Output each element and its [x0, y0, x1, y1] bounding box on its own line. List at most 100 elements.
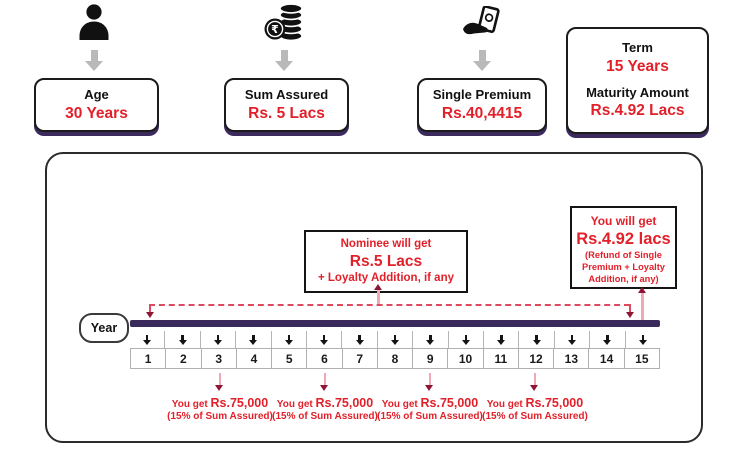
term-value: 15 Years [606, 57, 669, 75]
single-premium-value: Rs.40,4415 [441, 104, 523, 122]
age-label: Age [84, 86, 109, 102]
year-pill: Year [79, 313, 129, 343]
nominee-line3: + Loyalty Addition, if any [318, 272, 454, 285]
up-arrowhead-icon [373, 284, 382, 290]
dashed-span-line [149, 304, 630, 306]
dashed-drop-right [629, 304, 631, 313]
year-tick-cell [378, 331, 414, 348]
maturity-connector-line [641, 293, 644, 321]
year-tick-cell [272, 331, 308, 348]
tick-down-arrow-icon [461, 334, 470, 345]
nominee-line2: Rs.5 Lacs [349, 252, 423, 270]
year-cell: 5 [271, 348, 308, 369]
year-cell: 10 [447, 348, 484, 369]
down-arrow-icon [85, 50, 103, 71]
tick-down-arrow-icon [320, 334, 329, 345]
sum-assured-value: Rs. 5 Lacs [248, 104, 325, 122]
tick-down-arrow-icon [355, 334, 364, 345]
tick-down-arrow-icon [532, 334, 541, 345]
year-cell: 7 [341, 348, 378, 369]
payout-prefix: You get [381, 399, 418, 410]
year-cell: 1 [130, 348, 167, 369]
tick-down-arrow-icon [178, 334, 187, 345]
year-cell: 9 [412, 348, 449, 369]
payout-year-3: You get Rs.75,000 (15% of Sum Assured) [145, 373, 295, 424]
payout-amount: Rs.75,000 [420, 396, 479, 410]
maturity-line3: (Refund of Single Premium + Loyalty Addi… [582, 250, 665, 284]
payout-year-6: You get Rs.75,000 (15% of Sum Assured) [250, 373, 400, 424]
year-cell: 6 [306, 348, 343, 369]
year-cell: 4 [235, 348, 273, 369]
payout-note: (15% of Sum Assured) [482, 411, 588, 423]
year-tick-cell [519, 331, 555, 348]
term-maturity-card: Term 15 Years Maturity Amount Rs.4.92 La… [566, 27, 709, 134]
hand-money-icon [460, 6, 502, 44]
year-cell: 12 [517, 348, 555, 369]
down-arrow-icon [473, 50, 491, 71]
year-tick-cell [165, 331, 201, 348]
payout-amount: Rs.75,000 [315, 396, 374, 410]
dashed-drop-left [149, 304, 151, 313]
tick-down-arrow-icon [426, 334, 435, 345]
year-cell: 3 [200, 348, 237, 369]
maturity-line2: Rs.4.92 lacs [576, 229, 671, 248]
year-tick-cell [201, 331, 237, 348]
year-tick-cell [342, 331, 378, 348]
year-tick-cell [449, 331, 485, 348]
year-tick-cell [236, 331, 272, 348]
maturity-line1: You will get [590, 214, 657, 228]
year-cell: 14 [588, 348, 625, 369]
svg-text:₹: ₹ [271, 23, 279, 36]
maturity-amount-label: Maturity Amount [586, 85, 689, 100]
year-tick-cell [413, 331, 449, 348]
tick-down-arrow-icon [638, 334, 647, 345]
year-cell: 13 [553, 348, 590, 369]
payout-year-12: You get Rs.75,000 (15% of Sum Assured) [460, 373, 610, 424]
year-cell: 11 [482, 348, 519, 369]
nominee-callout: Nominee will get Rs.5 Lacs + Loyalty Add… [304, 230, 468, 293]
year-cell: 2 [165, 348, 202, 369]
age-value: 30 Years [65, 104, 128, 122]
timeline-panel: Nominee will get Rs.5 Lacs + Loyalty Add… [45, 152, 703, 443]
payout-prefix: You get [171, 399, 208, 410]
tick-down-arrow-icon [249, 334, 258, 345]
payout-arrow-icon [428, 373, 432, 385]
year-tick-cell [626, 331, 660, 348]
payout-note: (15% of Sum Assured) [167, 411, 273, 423]
year-tick-cell [130, 331, 166, 348]
coins-icon: ₹ [263, 2, 305, 44]
payout-note: (15% of Sum Assured) [377, 411, 483, 423]
nominee-line1: Nominee will get [340, 238, 432, 250]
year-cell: 8 [376, 348, 414, 369]
timeline-bar [130, 320, 660, 327]
payout-amount: Rs.75,000 [210, 396, 269, 410]
maturity-amount-value: Rs.4.92 Lacs [590, 102, 685, 120]
down-arrow-icon [275, 50, 293, 71]
year-tick-cell [307, 331, 343, 348]
year-tick-cell [484, 331, 520, 348]
tick-down-arrow-icon [284, 334, 293, 345]
year-cell: 15 [623, 348, 660, 369]
age-card: Age 30 Years [34, 78, 159, 132]
tick-down-arrow-icon [214, 334, 223, 345]
tick-down-arrow-icon [568, 334, 577, 345]
person-icon [77, 4, 111, 42]
payout-year-9: You get Rs.75,000 (15% of Sum Assured) [355, 373, 505, 424]
year-tick-row [130, 331, 660, 348]
sum-assured-card: Sum Assured Rs. 5 Lacs [224, 78, 349, 132]
year-number-row: 1 2 3 4 5 6 7 8 9 10 11 12 13 14 15 [130, 348, 660, 369]
single-premium-label: Single Premium [432, 86, 532, 102]
payout-prefix: You get [276, 399, 313, 410]
down-arrowhead-icon [145, 312, 154, 318]
year-tick-cell [590, 331, 626, 348]
payout-amount: Rs.75,000 [525, 396, 584, 410]
nominee-connector-line [377, 290, 380, 304]
up-arrowhead-icon [637, 287, 646, 293]
down-arrowhead-icon [625, 312, 634, 318]
tick-down-arrow-icon [143, 334, 152, 345]
payout-arrow-icon [218, 373, 222, 385]
maturity-callout: You will get Rs.4.92 lacs (Refund of Sin… [570, 206, 677, 289]
year-tick-cell [555, 331, 591, 348]
tick-down-arrow-icon [391, 334, 400, 345]
payout-arrow-icon [323, 373, 327, 385]
